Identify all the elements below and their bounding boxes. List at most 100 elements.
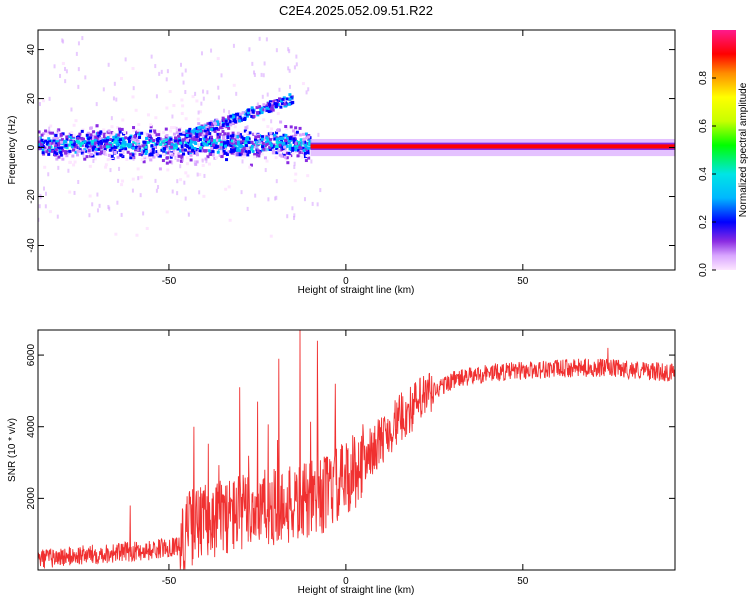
heat-cell	[200, 101, 203, 106]
heat-cell	[142, 150, 146, 154]
heat-cell	[279, 146, 283, 150]
heat-cell	[298, 126, 302, 130]
heat-cell	[231, 113, 235, 117]
x-tick-label: 0	[343, 576, 349, 587]
heat-cell	[172, 149, 176, 153]
heat-cell	[228, 119, 232, 123]
heat-cell	[146, 133, 150, 137]
heat-cell	[266, 92, 269, 97]
heat-cell	[69, 136, 73, 140]
heat-cell	[102, 132, 106, 136]
heat-cell	[157, 185, 160, 190]
heat-cell	[242, 137, 246, 141]
heat-cell	[61, 61, 65, 65]
x-tick-label: -50	[162, 576, 177, 587]
heat-cell	[208, 132, 212, 136]
heat-cell	[278, 87, 281, 92]
heat-cell	[174, 150, 178, 154]
heat-cell	[147, 134, 151, 138]
heat-cell	[99, 150, 103, 154]
heat-cell	[274, 156, 278, 160]
heat-cell	[200, 142, 204, 146]
heat-cell	[260, 72, 263, 77]
heat-cell	[90, 152, 94, 156]
heat-cell	[291, 151, 295, 155]
heat-cell	[224, 144, 228, 148]
heat-cell	[212, 139, 216, 143]
heat-cell	[169, 155, 173, 159]
heat-cell	[219, 152, 223, 156]
heat-cell	[268, 146, 272, 150]
heat-cell	[293, 213, 296, 218]
heat-cell	[65, 154, 69, 158]
heat-cell	[231, 141, 235, 145]
heat-cell	[146, 140, 150, 144]
heat-cell	[218, 126, 222, 130]
heat-cell	[95, 152, 99, 156]
heat-cell	[235, 112, 239, 116]
heat-cell	[120, 127, 124, 131]
heat-cell	[271, 100, 275, 104]
heat-cell	[213, 122, 217, 126]
heat-cell	[144, 145, 148, 149]
heat-cell	[278, 137, 282, 141]
heat-cell	[306, 146, 310, 150]
heat-cell	[282, 100, 286, 104]
heat-cell	[46, 140, 50, 144]
heat-cell	[238, 114, 242, 118]
heat-cell	[156, 139, 160, 143]
heat-cell	[108, 137, 112, 141]
heat-cell	[299, 146, 303, 150]
heat-cell	[42, 99, 46, 103]
heat-cell	[44, 131, 48, 135]
heat-cell	[283, 102, 287, 106]
heat-cell	[261, 94, 264, 99]
heat-cell	[200, 124, 204, 128]
heat-cell	[269, 137, 273, 141]
heat-cell	[121, 118, 125, 122]
heat-cell	[202, 194, 206, 198]
heat-cell	[119, 145, 123, 149]
x-tick-label: 50	[517, 276, 529, 287]
heat-cell	[292, 137, 296, 141]
heat-cell	[182, 152, 186, 156]
heat-cell	[129, 143, 133, 147]
heat-cell	[100, 137, 104, 141]
heat-cell	[195, 132, 199, 136]
heat-cell	[243, 112, 247, 116]
heat-cell	[268, 105, 272, 109]
heat-cell	[44, 129, 48, 133]
heat-cell	[158, 167, 162, 171]
heat-cell	[124, 57, 127, 62]
heat-cell	[138, 135, 142, 139]
heat-cell	[237, 142, 241, 146]
heat-cell	[263, 61, 266, 66]
heat-cell	[267, 132, 271, 136]
heat-cell	[177, 136, 181, 140]
heat-cell	[87, 131, 91, 135]
heat-cell	[65, 135, 69, 139]
heat-cell	[304, 148, 308, 152]
heat-cell	[226, 132, 230, 136]
heat-cell	[223, 151, 227, 155]
heat-cell	[131, 188, 134, 193]
heat-cell	[165, 134, 169, 138]
heat-cell	[270, 127, 274, 131]
heat-cell	[183, 137, 187, 141]
heat-cell	[175, 142, 179, 146]
heat-cell	[241, 159, 244, 164]
heat-cell	[285, 137, 289, 141]
heat-cell	[81, 141, 85, 145]
heat-cell	[197, 110, 200, 115]
heat-cell	[201, 158, 204, 163]
heat-cell	[113, 150, 117, 154]
heat-cell	[245, 131, 249, 135]
heat-cell	[184, 131, 188, 135]
heat-cell	[91, 137, 95, 141]
heat-cell	[43, 165, 47, 169]
heat-cell	[213, 145, 217, 149]
heat-cell	[237, 149, 241, 153]
heat-cell	[162, 152, 166, 156]
heat-cell	[167, 139, 171, 143]
heat-cell	[305, 154, 309, 158]
